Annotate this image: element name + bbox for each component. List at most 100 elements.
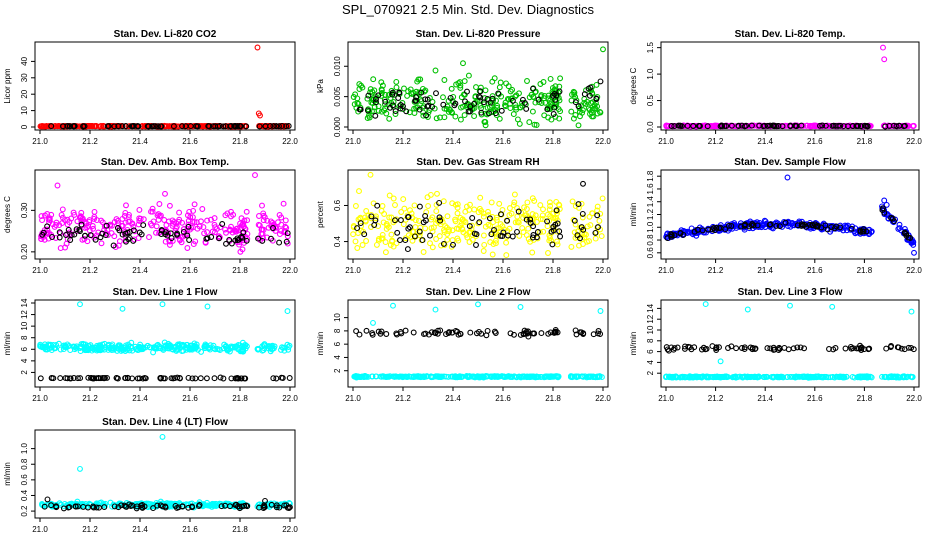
data-point <box>71 231 78 238</box>
data-point <box>240 223 247 230</box>
data-point <box>255 502 262 508</box>
data-point <box>368 213 375 220</box>
data-point <box>579 214 586 221</box>
y-tick-label: 4 <box>333 355 342 360</box>
data-point <box>819 122 826 129</box>
data-point <box>350 231 357 238</box>
data-point <box>496 84 503 91</box>
data-point <box>791 222 798 229</box>
data-point-outlier <box>787 302 793 309</box>
data-point <box>149 205 156 212</box>
data-point <box>189 214 196 221</box>
series-black <box>353 326 604 340</box>
data-point <box>102 232 109 239</box>
data-point <box>383 373 390 380</box>
data-point <box>505 232 511 239</box>
y-tick-label: 1.5 <box>646 42 655 54</box>
data-point <box>535 373 542 380</box>
y-tick-label: 0.8 <box>646 234 655 246</box>
data-point <box>465 72 472 79</box>
data-point <box>153 345 160 352</box>
data-point <box>776 374 783 381</box>
data-point <box>218 503 225 510</box>
data-point <box>56 229 63 236</box>
data-point <box>529 211 536 218</box>
data-point <box>478 109 485 116</box>
data-point <box>863 123 870 130</box>
data-point <box>704 374 711 381</box>
data-point <box>264 217 271 224</box>
data-point <box>40 229 47 236</box>
data-point <box>583 231 589 238</box>
data-point <box>231 123 238 130</box>
data-point <box>281 229 288 235</box>
data-point <box>733 345 740 352</box>
data-point <box>140 375 146 382</box>
data-point <box>477 84 484 91</box>
data-point <box>144 342 151 349</box>
plot-frame <box>34 41 296 131</box>
data-point <box>668 374 675 381</box>
data-point <box>828 224 835 230</box>
data-point <box>586 213 593 220</box>
data-point <box>78 341 85 348</box>
data-point <box>798 122 805 129</box>
x-tick-label: 21.8 <box>232 266 248 275</box>
data-point <box>386 115 393 122</box>
data-point <box>220 375 227 382</box>
data-point <box>516 120 523 127</box>
data-point <box>382 249 389 256</box>
panel-title: Stan. Dev. Li-820 CO2 <box>114 29 217 40</box>
data-point <box>104 374 110 381</box>
y-tick-label: 0.6 <box>333 199 342 211</box>
x-tick-label: 21.2 <box>708 394 724 403</box>
data-point <box>761 374 768 381</box>
data-point <box>520 229 527 236</box>
data-point <box>819 374 826 380</box>
x-tick-label: 21.6 <box>495 137 511 146</box>
data-point <box>396 89 403 96</box>
data-point <box>488 199 495 206</box>
data-point <box>268 501 275 508</box>
data-point <box>208 234 215 240</box>
x-tick-label: 22.0 <box>595 266 611 275</box>
data-point <box>392 202 398 208</box>
x-tick-label: 21.4 <box>132 137 148 146</box>
data-point <box>235 236 242 243</box>
data-point <box>373 373 380 380</box>
data-point <box>833 373 840 380</box>
data-point <box>234 375 241 382</box>
series-black <box>356 78 604 119</box>
data-point <box>115 343 122 350</box>
data-point <box>445 228 452 235</box>
data-point <box>901 346 908 353</box>
data-point <box>541 112 548 119</box>
data-point <box>594 212 601 219</box>
y-axis-label: kPa <box>316 79 325 93</box>
data-point <box>273 504 280 511</box>
data-point <box>160 346 167 353</box>
data-point <box>170 123 177 130</box>
data-point <box>87 232 94 239</box>
data-point <box>865 346 872 352</box>
data-point <box>469 236 476 243</box>
data-point <box>501 374 507 381</box>
data-point <box>578 329 585 336</box>
data-point <box>509 233 516 240</box>
data-point <box>587 222 594 229</box>
x-tick-label: 21.2 <box>395 266 411 275</box>
data-point <box>283 123 290 130</box>
data-point <box>170 220 177 227</box>
data-point <box>700 344 707 351</box>
data-point <box>571 217 578 224</box>
data-point <box>46 217 53 224</box>
data-point-outlier <box>597 78 604 85</box>
data-point <box>148 208 154 215</box>
data-point <box>879 207 886 214</box>
data-point <box>243 123 250 130</box>
data-point <box>217 374 224 381</box>
data-point <box>381 211 388 217</box>
data-point <box>185 504 192 511</box>
panel-title: Stan. Dev. Amb. Box Temp. <box>101 157 229 168</box>
panel-2: Stan. Dev. Li-820 Pressure kPa 21.0 21.2 21.… <box>316 29 611 146</box>
